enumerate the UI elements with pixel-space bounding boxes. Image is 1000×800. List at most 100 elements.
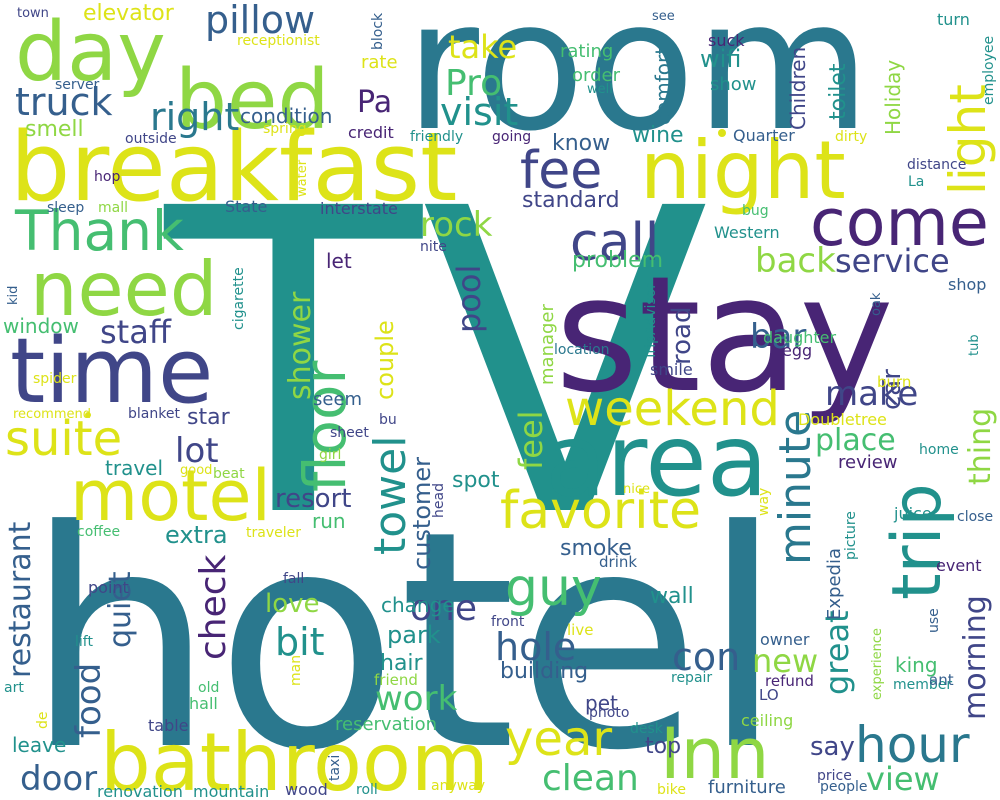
word-condition: condition: [240, 104, 332, 128]
word-girl: girl: [319, 447, 341, 463]
word-need: need: [30, 245, 217, 333]
word-man: man: [288, 655, 304, 686]
word-clean: clean: [542, 758, 639, 799]
word-standard: standard: [522, 188, 620, 213]
word-top: top: [645, 734, 681, 759]
word-elevator: elevator: [83, 1, 175, 26]
word-wine: wine: [632, 123, 684, 148]
word-order: order: [572, 65, 621, 86]
word-member: member: [893, 677, 952, 693]
word-food: food: [69, 663, 109, 738]
word-weekend: weekend: [565, 381, 780, 437]
word-king: king: [895, 653, 938, 677]
word-interstate: interstate: [320, 199, 398, 218]
word-hop: hop: [94, 169, 120, 185]
word-renovation: renovation: [97, 782, 183, 800]
word-new: new: [752, 642, 818, 680]
word-bu: bu: [379, 412, 397, 428]
word-light: light: [939, 84, 997, 195]
word-well: well: [587, 82, 613, 97]
word-lot: lot: [175, 431, 219, 471]
word-close: close: [957, 509, 993, 525]
word-anyway: anyway: [431, 778, 485, 794]
word-dirty: dirty: [835, 129, 867, 145]
word-use: use: [926, 608, 942, 633]
word-pa: Pa: [357, 85, 392, 120]
word-wood: wood: [285, 780, 328, 799]
word-location: location: [554, 342, 610, 358]
word-state: State: [225, 197, 267, 216]
word-quiet: quiet: [103, 571, 138, 648]
word-day: day: [15, 5, 166, 100]
word-picture: picture: [843, 511, 859, 560]
word-place: place: [815, 423, 896, 458]
word-quarter: Quarter: [733, 126, 795, 145]
word-morning: morning: [958, 595, 993, 720]
word-smell: smell: [25, 117, 84, 142]
word-area: area: [545, 402, 768, 519]
word-pillow: pillow: [205, 0, 315, 42]
word-feel: feel: [512, 410, 550, 470]
word-building: building: [500, 659, 588, 684]
word-lift: lift: [75, 634, 93, 650]
word-favorite: favorite: [500, 481, 701, 541]
word-know: know: [552, 131, 610, 156]
word-tub: tub: [967, 334, 982, 356]
word-nite: nite: [420, 239, 447, 255]
word-one: one: [410, 588, 477, 629]
word-towel: towel: [365, 436, 416, 555]
word-bathroom: bathroom: [100, 716, 489, 800]
word-come: come: [810, 186, 989, 261]
word-egg: egg: [782, 341, 812, 360]
word-going: going: [492, 129, 531, 145]
word-recommend: recommend: [13, 407, 91, 422]
word-say: say: [810, 732, 855, 762]
word-stay: stay: [555, 241, 894, 428]
word-reservation: reservation: [335, 714, 437, 735]
word-view: view: [866, 760, 940, 798]
word-wifi: wifi: [700, 45, 741, 73]
word-sleep: sleep: [47, 200, 84, 216]
word-minute: minute: [770, 410, 821, 565]
word-resort: resort: [275, 484, 351, 514]
word-children: Children: [786, 47, 810, 130]
word-travel: travel: [105, 456, 163, 480]
word-hall: hall: [189, 694, 218, 713]
word-town: town: [17, 6, 49, 21]
word-art: art: [4, 680, 24, 696]
word-kid: kid: [6, 286, 21, 305]
word-front: front: [491, 614, 525, 630]
word-manager: manager: [537, 303, 558, 385]
word-wall: wall: [650, 584, 694, 609]
word-thank: Thank: [14, 199, 184, 263]
word-burn: burn: [877, 373, 911, 391]
word-hour: hour: [855, 716, 970, 774]
word-window: window: [3, 314, 79, 338]
word-star: star: [187, 405, 231, 430]
word-spot: spot: [452, 468, 500, 493]
word-holiday: Holiday: [881, 60, 905, 135]
word-pool: pool: [450, 265, 488, 333]
word-credit: credit: [348, 123, 394, 142]
word-nice: nice: [623, 482, 650, 497]
word-lo: LO: [759, 686, 779, 704]
word-oak: oak: [869, 292, 884, 316]
word-bug: bug: [742, 203, 769, 219]
word-event: event: [936, 556, 982, 575]
word-breakfast: breakfast: [10, 113, 457, 223]
word-block: block: [370, 12, 386, 50]
word-right: right: [150, 95, 239, 139]
dot-mark: [718, 129, 726, 137]
word-shop: shop: [948, 275, 986, 294]
word-run: run: [312, 509, 346, 533]
word-old: old: [198, 680, 219, 696]
word-motel: motel: [70, 455, 271, 537]
word-back: back: [755, 241, 836, 281]
word-ceiling: ceiling: [741, 711, 793, 730]
word-restaurant: restaurant: [3, 521, 38, 678]
word-furniture: furniture: [708, 777, 786, 798]
word-guy: guy: [505, 558, 602, 618]
word-call: call: [570, 213, 659, 273]
word-couple: couple: [371, 320, 399, 400]
